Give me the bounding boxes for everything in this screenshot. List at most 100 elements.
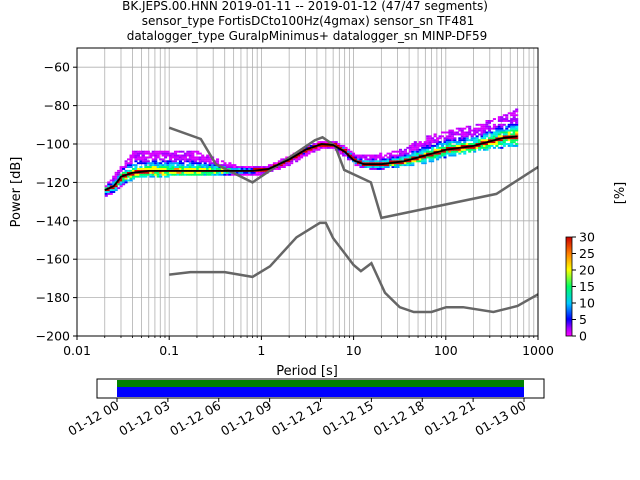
psd-cell	[487, 121, 492, 124]
psd-cell	[465, 135, 469, 138]
psd-cell	[391, 158, 395, 161]
psd-cell	[349, 154, 353, 157]
psd-cell	[173, 154, 178, 157]
psd-cell	[403, 154, 407, 157]
psd-cell	[495, 131, 499, 134]
psd-cell	[492, 123, 496, 126]
psd-cell	[166, 150, 170, 153]
psd-cell	[119, 185, 123, 188]
psd-cell	[245, 166, 249, 168]
psd-cell	[255, 173, 259, 176]
psd-cell	[515, 118, 519, 120]
psd-cell	[480, 135, 484, 138]
psd-cell	[431, 146, 435, 149]
psd-cell	[176, 166, 180, 168]
psd-cell	[164, 162, 168, 165]
psd-cell	[354, 162, 358, 165]
psd-cell	[423, 152, 427, 155]
psd-cell	[485, 123, 489, 126]
psd-cell	[394, 158, 398, 161]
psd-cell	[411, 144, 415, 147]
psd-cell	[156, 168, 160, 170]
psd-cell	[154, 160, 158, 163]
y-tick-label: −100	[36, 137, 70, 152]
psd-cell	[213, 166, 217, 168]
psd-cell	[149, 152, 153, 155]
psd-cell	[364, 164, 368, 167]
psd-cell	[159, 162, 163, 165]
psd-cell	[450, 146, 454, 149]
x-axis: 0.01 0.1 1 10 100 1000	[63, 336, 554, 358]
psd-cell	[262, 169, 267, 172]
psd-cell	[502, 131, 506, 134]
psd-cell	[433, 150, 437, 153]
psd-cell	[448, 144, 452, 147]
psd-cell	[107, 192, 111, 195]
psd-cell	[181, 162, 185, 165]
psd-cell	[515, 143, 519, 145]
psd-cell	[193, 150, 197, 153]
psd-cell	[136, 162, 140, 165]
psd-cell	[490, 135, 494, 138]
psd-cell	[448, 129, 452, 132]
psd-cell	[347, 152, 351, 155]
psd-cell	[426, 143, 430, 145]
psd-cell	[208, 156, 212, 159]
psd-cell	[173, 162, 178, 165]
psd-cell	[431, 144, 435, 147]
psd-cell	[505, 120, 509, 122]
psd-cell	[418, 143, 422, 145]
psd-cell	[134, 166, 138, 168]
psd-cell	[141, 175, 145, 178]
colorbar-tick-label: 20	[579, 263, 595, 278]
psd-cell	[507, 143, 511, 145]
psd-cell	[470, 139, 474, 142]
psd-cell	[433, 144, 437, 147]
psd-cell	[297, 156, 301, 159]
psd-cell	[406, 152, 410, 155]
psd-cell	[124, 166, 128, 168]
psd-cell	[243, 168, 247, 170]
psd-cell	[119, 177, 123, 180]
psd-cell	[156, 154, 160, 157]
psd-cell	[169, 162, 173, 165]
psd-cell	[490, 144, 494, 147]
psd-cell	[275, 162, 279, 165]
psd-cell	[216, 173, 220, 176]
psd-cell	[129, 156, 133, 159]
psd-cell	[119, 168, 123, 170]
psd-cell	[438, 156, 442, 159]
psd-cell	[161, 158, 165, 161]
psd-cell	[166, 171, 170, 174]
psd-cell	[463, 144, 467, 147]
psd-cell	[448, 141, 452, 144]
psd-cell	[253, 171, 257, 174]
psd-cell	[319, 144, 323, 147]
psd-cell	[463, 152, 467, 155]
psd-cell	[497, 133, 501, 136]
psd-cell	[418, 141, 422, 144]
psd-cell	[428, 158, 432, 161]
psd-cell	[208, 164, 212, 167]
psd-cell	[497, 135, 501, 138]
psd-cell	[470, 133, 474, 136]
psd-cell	[460, 129, 464, 132]
psd-cell	[421, 160, 425, 163]
psd-cell	[129, 160, 133, 163]
psd-cell	[396, 158, 400, 161]
psd-cell	[515, 144, 519, 147]
psd-cell	[144, 156, 148, 159]
psd-cell	[487, 143, 492, 145]
psd-cell	[394, 164, 398, 167]
psd-cell	[428, 135, 432, 138]
psd-cell	[460, 131, 464, 134]
psd-cell	[458, 139, 462, 142]
psd-cell	[149, 175, 153, 178]
timeline-tick-label: 01-12 12	[269, 398, 325, 439]
psd-cell	[408, 164, 412, 167]
psd-cell	[220, 173, 225, 176]
psd-cell	[154, 162, 158, 165]
psd-cell	[114, 187, 118, 190]
psd-cell	[117, 183, 121, 186]
